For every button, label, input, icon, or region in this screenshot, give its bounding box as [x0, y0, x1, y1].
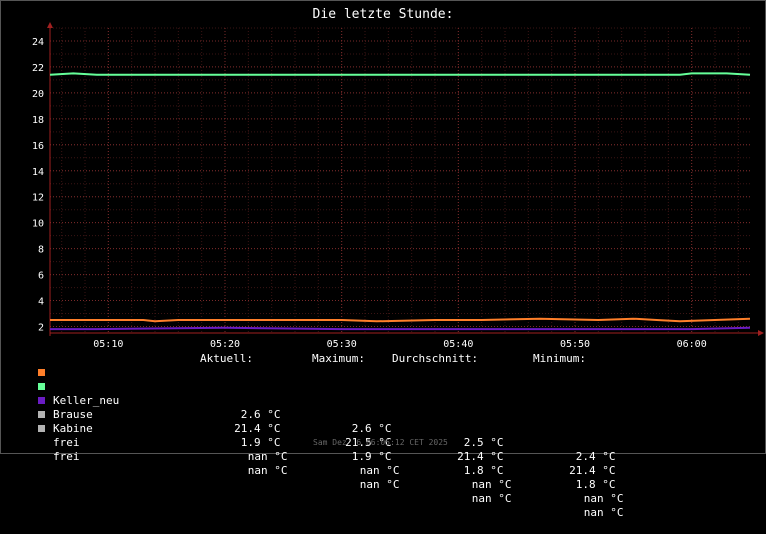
temperature-chart: Die letzte Stunde: 24681012141618202224 … — [32, 7, 764, 350]
y-tick-label: 14 — [32, 167, 44, 178]
x-tick-label: 05:20 — [210, 339, 240, 350]
value-average: 1.8 °C — [463, 464, 504, 477]
x-tick-label: 05:50 — [560, 339, 590, 350]
y-tick-label: 24 — [32, 37, 44, 48]
series-line-brause — [49, 72, 751, 76]
legend-row-keller-neu: Keller_neu 2.6 °C 2.6 °C 2.5 °C 2.4 °C — [38, 366, 616, 463]
legend-swatch — [38, 383, 45, 390]
value-current: 21.4 °C — [234, 422, 281, 435]
value-minimum: nan °C — [583, 506, 624, 519]
x-axis-arrow — [758, 330, 764, 336]
y-tick-label: 6 — [38, 271, 44, 282]
header-average: Durchschnitt: — [392, 352, 479, 365]
header-minimum: Minimum: — [533, 352, 586, 365]
x-tick-label: 05:40 — [443, 339, 473, 350]
legend-swatch — [38, 369, 45, 376]
value-maximum: nan °C — [359, 478, 400, 491]
value-average: nan °C — [471, 492, 512, 505]
value-current: 1.9 °C — [240, 436, 281, 449]
y-tick-label: 4 — [38, 297, 44, 308]
x-tick-label: 05:30 — [327, 339, 357, 350]
header-maximum: Maximum: — [312, 352, 365, 365]
legend-row-frei-1: frei nan °C nan °C nan °C nan °C — [38, 408, 624, 505]
y-tick-label: 20 — [32, 89, 44, 100]
x-tick-label: 05:10 — [93, 339, 123, 350]
value-minimum: 2.4 °C — [575, 450, 616, 463]
legend-label: frei — [53, 436, 80, 449]
value-maximum: nan °C — [359, 464, 400, 477]
y-tick-label: 2 — [38, 323, 44, 334]
chart-title: Die letzte Stunde: — [313, 7, 454, 22]
value-current: nan °C — [247, 450, 288, 463]
legend-label: Kabine — [53, 422, 93, 435]
value-average: nan °C — [471, 478, 512, 491]
legend-swatch — [38, 411, 45, 418]
x-tick-label: 06:00 — [677, 339, 707, 350]
value-maximum: 1.9 °C — [351, 450, 392, 463]
y-tick-label: 10 — [32, 219, 44, 230]
legend-swatch — [38, 425, 45, 432]
chart-series — [49, 72, 751, 331]
legend-label: Brause — [53, 408, 93, 421]
value-average: 2.5 °C — [463, 436, 504, 449]
value-maximum: 2.6 °C — [351, 422, 392, 435]
y-tick-label: 12 — [32, 193, 44, 204]
value-current: nan °C — [247, 464, 288, 477]
y-tick-label: 16 — [32, 141, 44, 152]
legend-label: Keller_neu — [53, 394, 120, 407]
series-line-kabine — [50, 326, 751, 331]
value-current: 2.6 °C — [240, 408, 281, 421]
legend-row-frei-2: frei nan °C nan °C nan °C nan °C — [38, 422, 624, 519]
legend-swatch — [38, 397, 45, 404]
value-minimum: 1.8 °C — [575, 478, 616, 491]
y-axis-arrow — [47, 22, 53, 28]
header-current: Aktuell: — [200, 352, 253, 365]
legend-label: frei — [53, 450, 80, 463]
series-line-keller-neu — [50, 317, 751, 323]
y-tick-label: 8 — [38, 245, 44, 256]
legend-row-brause: Brause 21.4 °C 21.5 °C 21.4 °C 21.4 °C — [38, 380, 616, 477]
value-minimum: nan °C — [583, 492, 624, 505]
y-tick-label: 18 — [32, 115, 44, 126]
value-maximum: 21.5 °C — [345, 436, 392, 449]
y-tick-label: 22 — [32, 63, 44, 74]
value-minimum: 21.4 °C — [569, 464, 616, 477]
legend-row-kabine: Kabine 1.9 °C 1.9 °C 1.8 °C 1.8 °C — [38, 394, 616, 491]
chart-axes — [47, 22, 764, 336]
value-average: 21.4 °C — [457, 450, 504, 463]
timestamp-footer: Sam Dez 6 06:05:12 CET 2025 — [313, 438, 448, 447]
x-axis-ticks: 05:10 05:20 05:30 05:40 05:50 06:00 — [93, 339, 706, 350]
